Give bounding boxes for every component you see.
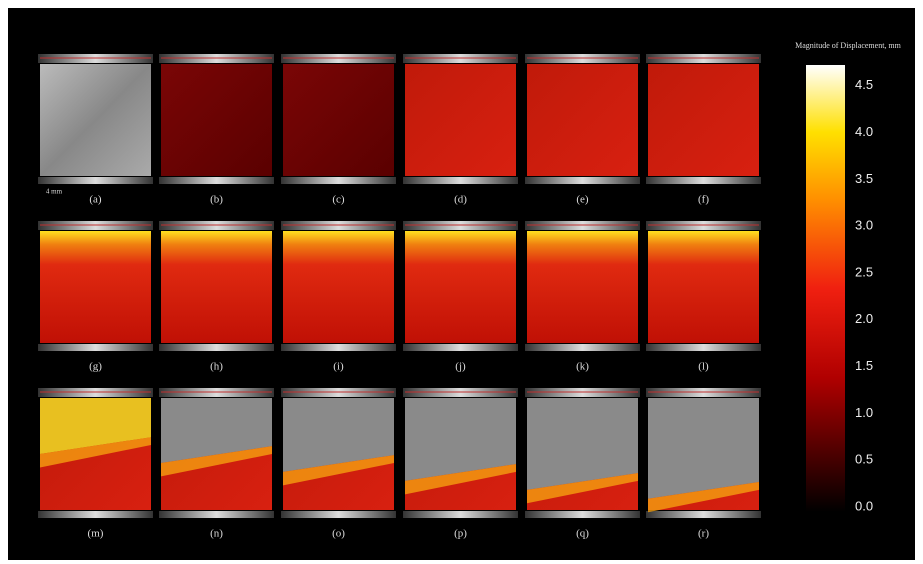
panel-label: (o) xyxy=(332,528,345,540)
panel-label: (p) xyxy=(454,528,467,540)
specimen-image xyxy=(405,231,516,343)
clamp-bottom xyxy=(525,511,640,518)
panel-label: (j) xyxy=(455,361,466,373)
specimen-image xyxy=(648,231,759,343)
clamp-bottom xyxy=(525,344,640,351)
panel-label: (n) xyxy=(210,528,223,540)
clamp-bottom xyxy=(159,177,274,184)
panel-label: (c) xyxy=(332,194,345,206)
colorbar-tick-label: 2.5 xyxy=(855,264,873,279)
clamp-bottom xyxy=(281,344,396,351)
panel-label: (d) xyxy=(454,194,467,206)
colorbar xyxy=(806,65,845,512)
panel-label: (r) xyxy=(698,528,709,540)
clamp-bottom xyxy=(525,177,640,184)
clamp-bottom xyxy=(646,344,761,351)
clamp-bottom xyxy=(646,177,761,184)
failed-region xyxy=(648,398,759,499)
panel-label: (i) xyxy=(333,361,344,373)
clamp-bottom xyxy=(646,511,761,518)
colorbar-tick-label: 4.0 xyxy=(855,124,873,139)
panel-label: (b) xyxy=(210,194,223,206)
panel-label: (m) xyxy=(88,528,104,540)
specimen-image xyxy=(527,64,638,176)
colorbar-tick-label: 2.0 xyxy=(855,311,873,326)
panel-label: (q) xyxy=(576,528,589,540)
panel-label: (h) xyxy=(210,361,223,373)
clamp-bottom xyxy=(403,177,518,184)
clamp-bottom xyxy=(159,511,274,518)
clamp-bottom xyxy=(38,511,153,518)
colorbar-tick-label: 3.0 xyxy=(855,218,873,233)
specimen-image xyxy=(648,64,759,176)
colorbar-tick-label: 1.0 xyxy=(855,405,873,420)
specimen-image xyxy=(283,231,394,343)
clamp-bottom xyxy=(403,511,518,518)
clamp-bottom xyxy=(38,344,153,351)
panel-label: (g) xyxy=(89,361,102,373)
panel-label: (k) xyxy=(576,361,589,373)
panel-label: (l) xyxy=(698,361,709,373)
specimen-image xyxy=(283,64,394,176)
clamp-bottom xyxy=(38,177,153,184)
panel-label: (f) xyxy=(698,194,709,206)
clamp-bottom xyxy=(403,344,518,351)
figure: Magnitude of Displacement, mm 4 mm (a) (b… xyxy=(0,0,923,564)
colorbar-title: Magnitude of Displacement, mm xyxy=(795,41,902,50)
specimen-image xyxy=(161,64,272,176)
colorbar-tick-label: 0.5 xyxy=(855,452,873,467)
scale-bar-label: 4 mm xyxy=(46,188,63,196)
specimen-image xyxy=(527,231,638,343)
clamp-bottom xyxy=(159,344,274,351)
colorbar-tick-label: 1.5 xyxy=(855,358,873,373)
clamp-bottom xyxy=(281,511,396,518)
specimen-image xyxy=(40,64,151,176)
colorbar-tick-label: 4.5 xyxy=(855,77,873,92)
specimen-image xyxy=(161,231,272,343)
specimen-image xyxy=(40,231,151,343)
colorbar-tick-label: 0.0 xyxy=(855,498,873,513)
colorbar-tick-label: 3.5 xyxy=(855,171,873,186)
panel-label: (e) xyxy=(576,194,589,206)
panel-label: (a) xyxy=(89,194,102,206)
specimen-image xyxy=(405,64,516,176)
clamp-bottom xyxy=(281,177,396,184)
